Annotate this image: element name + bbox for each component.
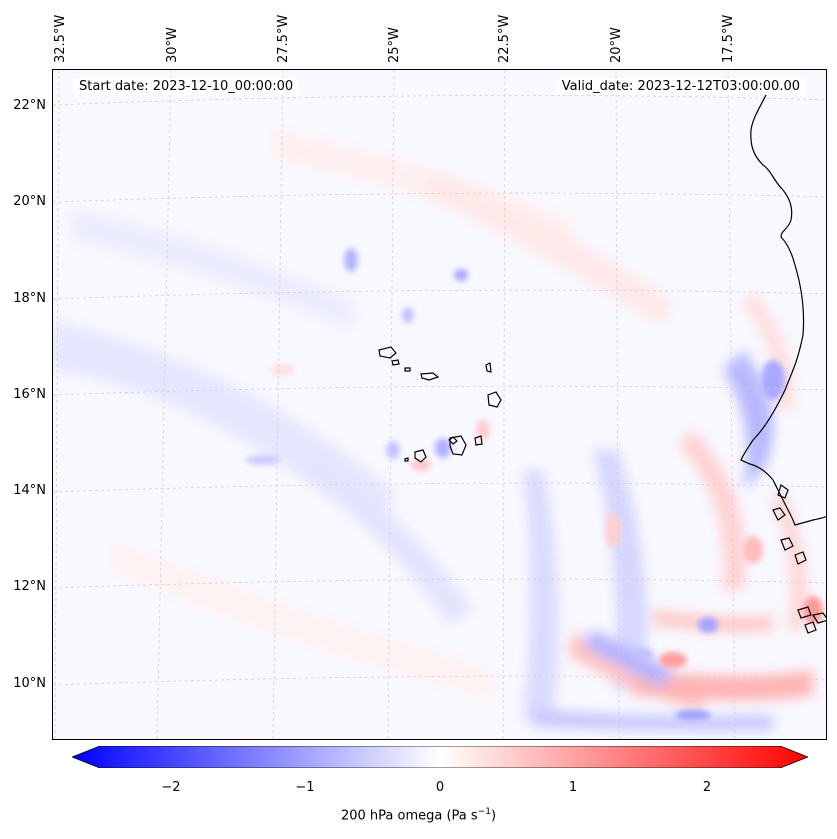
lon-label: 17.5°W: [721, 14, 736, 63]
map-frame[interactable]: Start date: 2023-12-10_00:00:00 Valid_da…: [52, 69, 827, 740]
colorbar-tick: 1: [568, 780, 578, 795]
west-african-coastline: [740, 79, 826, 634]
lon-label: 27.5°W: [276, 14, 291, 63]
omega-contours: [53, 130, 813, 731]
cape-verde-islands: [378, 346, 502, 463]
lon-label: 32.5°W: [53, 14, 68, 63]
colorbar: [72, 746, 808, 768]
colorbar-tick: −2: [161, 780, 181, 795]
lat-label: 22°N: [13, 98, 46, 113]
lon-label: 30°W: [165, 27, 180, 63]
lon-label: 22.5°W: [497, 14, 512, 63]
omega-small-cells: [245, 248, 823, 720]
lon-label: 20°W: [609, 27, 624, 63]
lat-label: 12°N: [13, 579, 46, 594]
units-exponent: −1: [477, 807, 491, 817]
lat-label: 18°N: [13, 291, 46, 306]
start-date-label: Start date: 2023-12-10_00:00:00: [73, 78, 300, 95]
graticule: [53, 70, 826, 739]
lat-label: 16°N: [13, 387, 46, 402]
variable-name: 200 hPa omega: [340, 808, 443, 824]
lat-label: 20°N: [13, 194, 46, 209]
lon-label: 25°W: [387, 27, 402, 63]
lat-label: 14°N: [13, 483, 46, 498]
colorbar-label: 200 hPa omega (Pa s−1): [340, 807, 497, 824]
colorbar-tick: 0: [435, 780, 445, 795]
colorbar-tick: −1: [295, 780, 315, 795]
lat-label: 10°N: [13, 676, 46, 691]
colorbar-tick: 2: [702, 780, 712, 795]
units: Pa s: [451, 808, 478, 824]
omega-field-map: [53, 70, 826, 739]
valid-date-label: Valid_date: 2023-12-12T03:00:00.00: [555, 78, 806, 95]
colorbar-gradient: [72, 746, 808, 768]
